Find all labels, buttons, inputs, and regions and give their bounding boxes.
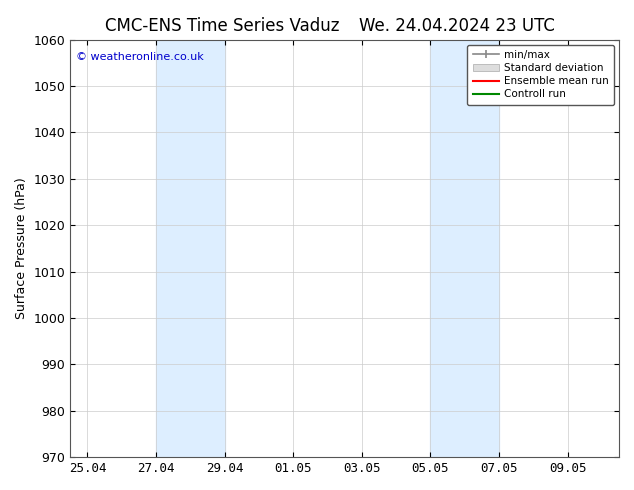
Legend: min/max, Standard deviation, Ensemble mean run, Controll run: min/max, Standard deviation, Ensemble me… bbox=[467, 45, 614, 104]
Bar bbox=[430, 40, 499, 457]
Text: CMC-ENS Time Series Vaduz: CMC-ENS Time Series Vaduz bbox=[105, 17, 339, 35]
Text: We. 24.04.2024 23 UTC: We. 24.04.2024 23 UTC bbox=[359, 17, 554, 35]
Y-axis label: Surface Pressure (hPa): Surface Pressure (hPa) bbox=[15, 177, 28, 319]
Text: © weatheronline.co.uk: © weatheronline.co.uk bbox=[76, 52, 204, 62]
Bar bbox=[156, 40, 224, 457]
